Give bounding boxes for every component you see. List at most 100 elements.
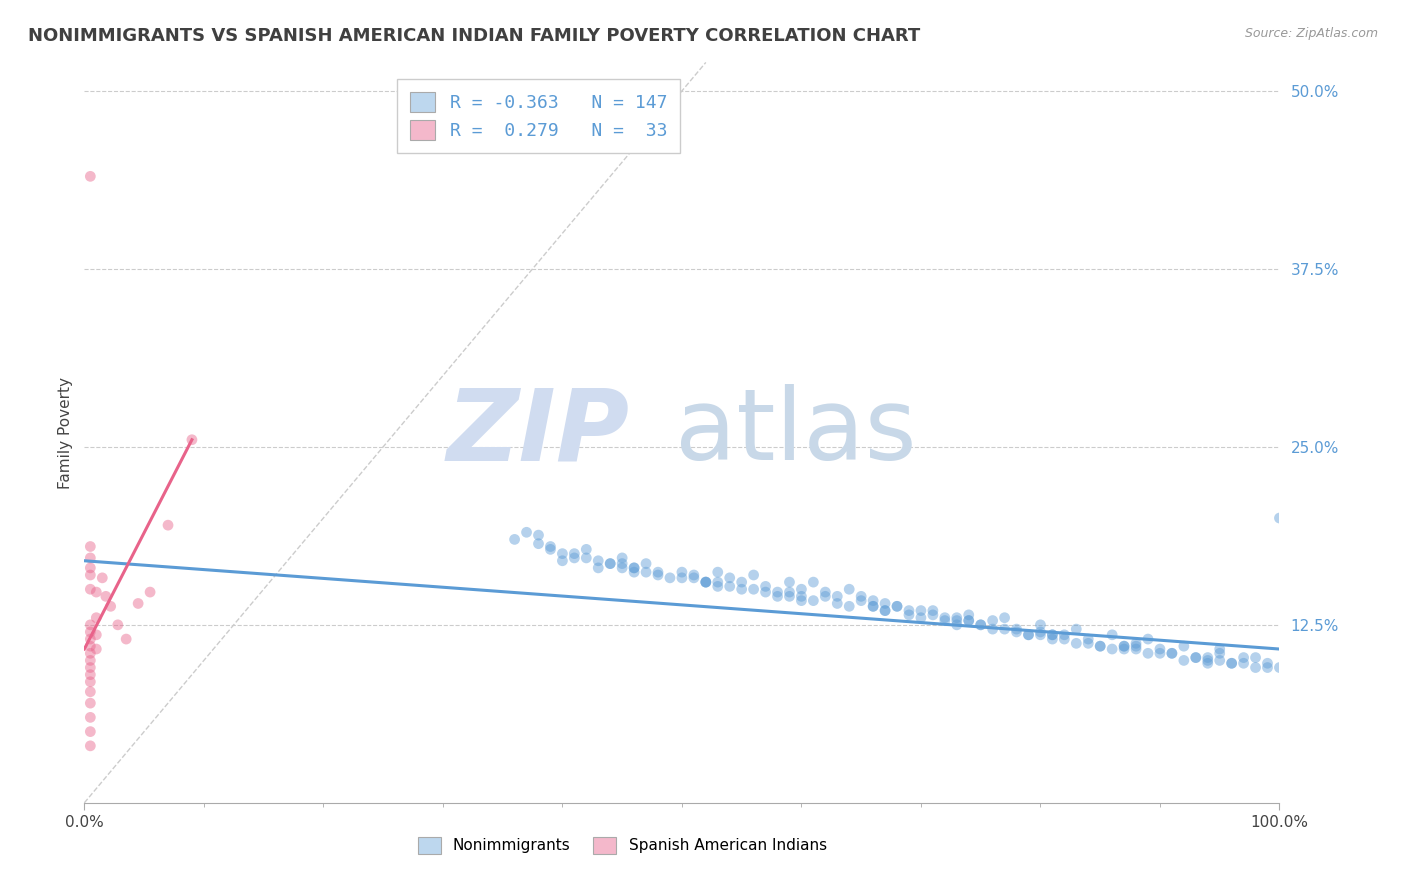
Point xyxy=(86,585,108,599)
Point xyxy=(139,585,162,599)
Y-axis label: Family Poverty: Family Poverty xyxy=(58,376,73,489)
Point xyxy=(599,557,621,571)
Point xyxy=(803,575,825,590)
Point xyxy=(612,561,634,575)
Point xyxy=(742,582,765,597)
Point xyxy=(1137,646,1160,660)
Point xyxy=(623,561,645,575)
Point xyxy=(934,610,956,624)
Point xyxy=(1149,642,1171,657)
Point xyxy=(671,565,693,579)
Point xyxy=(707,579,730,593)
Point xyxy=(957,614,980,628)
Point xyxy=(540,542,562,557)
Point xyxy=(766,590,789,604)
Point xyxy=(946,614,969,628)
Point xyxy=(1268,660,1291,674)
Point xyxy=(1161,646,1184,660)
Point xyxy=(1114,639,1136,653)
Point xyxy=(575,550,598,565)
Point xyxy=(79,624,101,639)
Point xyxy=(623,565,645,579)
Point xyxy=(827,597,849,611)
Point xyxy=(79,724,101,739)
Point xyxy=(1233,657,1256,671)
Point xyxy=(707,575,730,590)
Point xyxy=(1114,642,1136,657)
Point xyxy=(898,607,921,622)
Point xyxy=(1101,642,1123,657)
Point xyxy=(922,604,945,618)
Point xyxy=(910,610,932,624)
Point xyxy=(838,599,860,614)
Point xyxy=(564,550,586,565)
Point xyxy=(599,557,621,571)
Point xyxy=(755,579,778,593)
Point xyxy=(659,571,682,585)
Point xyxy=(683,571,706,585)
Point xyxy=(1066,636,1088,650)
Point xyxy=(814,590,837,604)
Point xyxy=(1197,650,1219,665)
Point xyxy=(1137,632,1160,646)
Point xyxy=(94,590,117,604)
Point xyxy=(1101,628,1123,642)
Point xyxy=(79,653,101,667)
Point xyxy=(79,674,101,689)
Point xyxy=(1185,650,1208,665)
Point xyxy=(981,622,1004,636)
Point xyxy=(1197,657,1219,671)
Point xyxy=(1125,639,1147,653)
Point xyxy=(707,565,730,579)
Point xyxy=(1005,624,1028,639)
Point xyxy=(157,518,180,533)
Point xyxy=(1209,646,1232,660)
Point xyxy=(86,610,108,624)
Point xyxy=(1029,617,1052,632)
Point xyxy=(1268,511,1291,525)
Point xyxy=(766,585,789,599)
Point xyxy=(551,547,574,561)
Point xyxy=(1042,632,1064,646)
Point xyxy=(790,593,813,607)
Point xyxy=(1090,639,1112,653)
Point xyxy=(910,604,932,618)
Point xyxy=(79,646,101,660)
Point xyxy=(636,565,658,579)
Point xyxy=(838,582,860,597)
Point xyxy=(516,525,538,540)
Point xyxy=(886,599,908,614)
Point xyxy=(970,617,993,632)
Point xyxy=(79,550,101,565)
Legend: Nonimmigrants, Spanish American Indians: Nonimmigrants, Spanish American Indians xyxy=(411,829,834,862)
Point xyxy=(683,568,706,582)
Point xyxy=(851,590,873,604)
Point xyxy=(862,599,884,614)
Point xyxy=(946,617,969,632)
Point xyxy=(1042,628,1064,642)
Point xyxy=(862,593,884,607)
Text: atlas: atlas xyxy=(675,384,917,481)
Point xyxy=(1197,653,1219,667)
Point xyxy=(1018,628,1040,642)
Point xyxy=(1029,624,1052,639)
Point xyxy=(647,565,669,579)
Point xyxy=(91,571,114,585)
Point xyxy=(1173,639,1195,653)
Point xyxy=(875,604,897,618)
Point xyxy=(1077,632,1099,646)
Point xyxy=(851,593,873,607)
Point xyxy=(79,617,101,632)
Point xyxy=(1149,646,1171,660)
Point xyxy=(1029,628,1052,642)
Point xyxy=(886,599,908,614)
Point xyxy=(875,604,897,618)
Point xyxy=(79,696,101,710)
Point xyxy=(612,557,634,571)
Point xyxy=(503,533,526,547)
Point xyxy=(1244,650,1267,665)
Text: Source: ZipAtlas.com: Source: ZipAtlas.com xyxy=(1244,27,1378,40)
Point xyxy=(994,622,1017,636)
Point xyxy=(1244,660,1267,674)
Point xyxy=(79,739,101,753)
